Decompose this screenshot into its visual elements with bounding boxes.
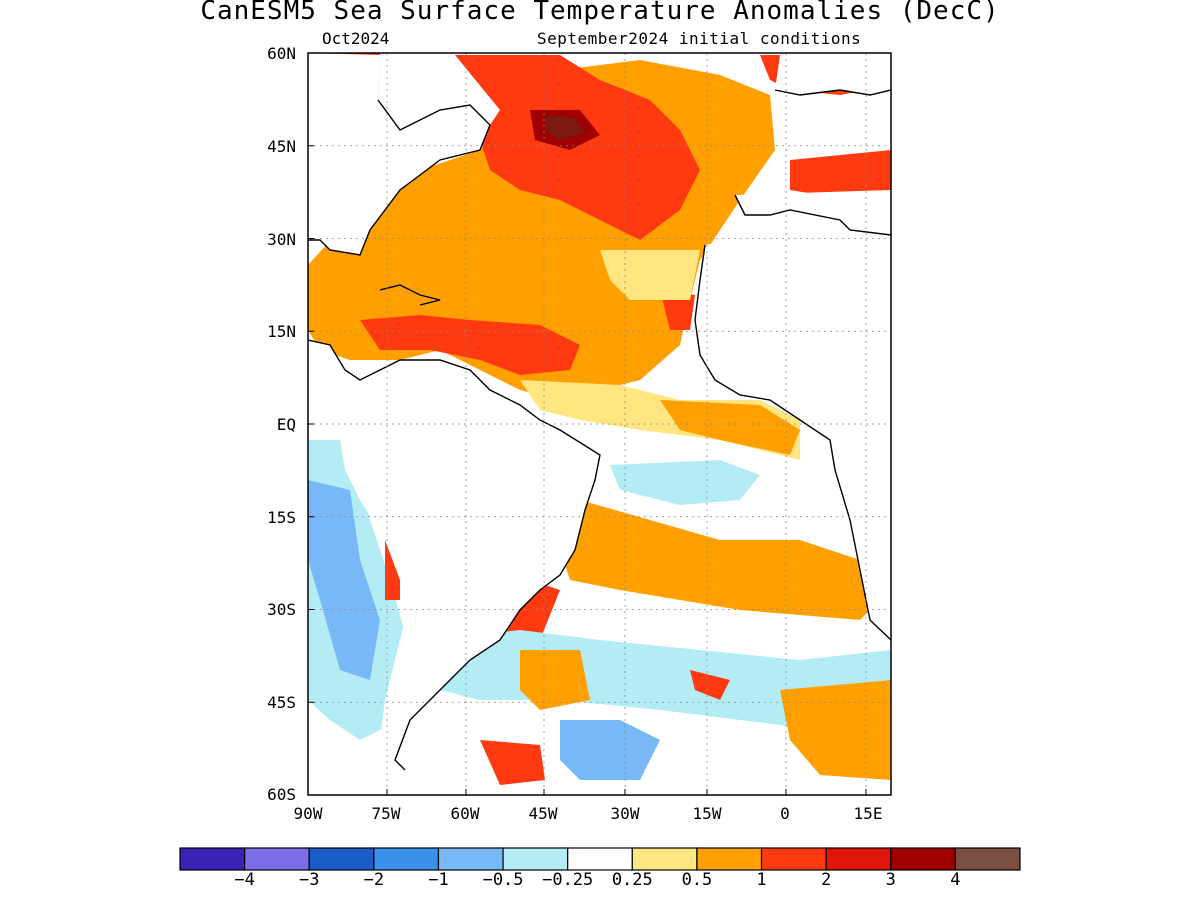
lat-label-60s: 60S bbox=[267, 785, 296, 804]
lat-label-30s: 30S bbox=[267, 600, 296, 619]
lon-label-15w: 15W bbox=[692, 804, 722, 823]
colorbar-tick-label: 0.25 bbox=[611, 870, 653, 890]
colorbar-swatch bbox=[244, 847, 310, 871]
lat-lon-grid bbox=[307, 52, 891, 796]
colorbar-tick-label: −4 bbox=[234, 870, 255, 890]
colorbar-swatch bbox=[502, 847, 569, 871]
colorbar-tick-label: −0.5 bbox=[482, 870, 524, 890]
colorbar-tick-label: −3 bbox=[298, 870, 320, 890]
anomaly-field bbox=[308, 53, 891, 795]
lon-label-75w: 75W bbox=[371, 804, 401, 823]
lat-label-15s: 15S bbox=[267, 508, 296, 527]
colorbar-swatch bbox=[760, 847, 827, 871]
colorbar-tick-label: −1 bbox=[428, 870, 449, 890]
colorbar-tick-label: 1 bbox=[756, 870, 767, 890]
colorbar-swatch bbox=[631, 847, 698, 871]
colorbar-swatch bbox=[890, 847, 956, 871]
colorbar-swatch bbox=[954, 847, 1021, 871]
colorbar bbox=[179, 847, 1021, 871]
lon-label-90w: 90W bbox=[293, 804, 323, 823]
colorbar-swatch bbox=[437, 847, 504, 871]
colorbar-swatch bbox=[179, 847, 246, 871]
lat-label-60n: 60N bbox=[267, 44, 296, 63]
colorbar-swatch bbox=[373, 847, 440, 871]
colorbar-tick-label: −2 bbox=[363, 870, 385, 890]
colorbar-swatch bbox=[825, 847, 892, 871]
colorbar-swatch bbox=[696, 847, 763, 871]
lon-label-30w: 30W bbox=[610, 804, 640, 823]
plot-frame bbox=[307, 52, 892, 796]
forecast-month: Oct2024 bbox=[322, 29, 390, 48]
lat-label-45s: 45S bbox=[267, 693, 296, 712]
lat-label-45n: 45N bbox=[267, 137, 296, 156]
lon-label-60w: 60W bbox=[450, 804, 480, 823]
colorbar-tick-label: 4 bbox=[950, 870, 961, 890]
colorbar-swatch bbox=[567, 847, 633, 871]
map-title: CanESM5 Sea Surface Temperature Anomalie… bbox=[200, 0, 1000, 26]
colorbar-tick-label: −0.25 bbox=[542, 870, 594, 890]
colorbar-tick-label: 2 bbox=[821, 870, 832, 890]
initial-conditions: September2024 initial conditions bbox=[537, 29, 862, 48]
lon-label-15e: 15E bbox=[853, 804, 883, 823]
lat-label-eq: EQ bbox=[276, 415, 296, 434]
lon-label-45w: 45W bbox=[528, 804, 558, 823]
colorbar-tick-label: 0.5 bbox=[681, 870, 713, 890]
lat-label-15n: 15N bbox=[267, 322, 296, 341]
colorbar-tick-label: 3 bbox=[885, 870, 896, 890]
lon-label-0: 0 bbox=[780, 804, 790, 823]
colorbar-swatch bbox=[308, 847, 375, 871]
lat-label-30n: 30N bbox=[267, 230, 296, 249]
